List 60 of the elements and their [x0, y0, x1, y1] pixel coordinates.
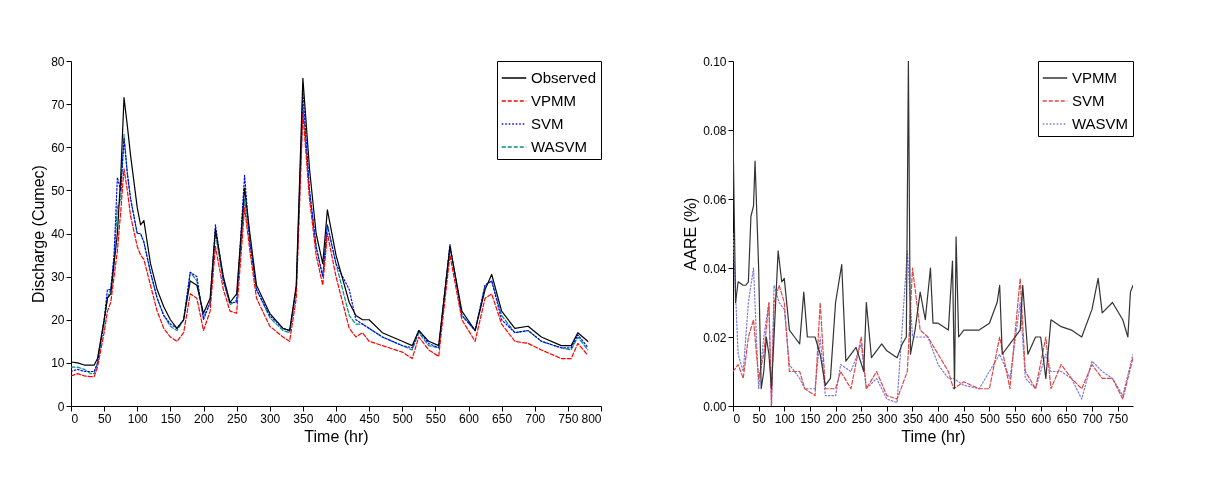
- legend-label: Observed: [531, 69, 597, 86]
- x-tick-label: 700: [525, 411, 546, 426]
- x-tick-label: 600: [458, 411, 480, 426]
- y-tick-label: 0.00: [703, 399, 727, 414]
- y-tick-label: 10: [51, 356, 65, 371]
- y-tick-label: 0.02: [703, 330, 727, 345]
- y-tick-label: 40: [51, 227, 65, 241]
- x-tick-label: 200: [193, 411, 215, 426]
- y-tick-label: 20: [51, 313, 65, 328]
- y-tick-label: 0.10: [703, 54, 727, 69]
- x-tick-label: 150: [800, 411, 821, 426]
- legend-label: SVM: [1072, 92, 1105, 109]
- x-tick-label: 300: [260, 411, 281, 426]
- x-tick-label: 800: [581, 411, 602, 426]
- x-axis-title: Time (hr): [304, 427, 369, 445]
- x-tick-label: 500: [979, 411, 1001, 426]
- x-tick-label: 400: [326, 411, 347, 426]
- y-tick-label: 30: [51, 270, 65, 285]
- x-tick-label: 750: [558, 411, 579, 426]
- x-tick-label: 350: [902, 411, 924, 426]
- legend-label: SVM: [531, 115, 564, 132]
- y-tick-label: 60: [51, 140, 65, 155]
- x-tick-label: 0: [71, 411, 79, 426]
- x-axis-title: Time (hr): [901, 427, 966, 445]
- x-tick-label: 100: [127, 411, 149, 426]
- x-tick-label: 600: [1031, 411, 1052, 426]
- x-tick-label: 200: [826, 411, 847, 426]
- x-tick-label: 550: [1005, 411, 1026, 426]
- x-tick-label: 650: [492, 411, 513, 426]
- x-tick-label: 550: [425, 411, 447, 426]
- line-series: [733, 61, 1133, 390]
- y-tick-label: 0: [57, 399, 65, 414]
- legend-label: VPMM: [531, 92, 576, 109]
- x-tick-label: 50: [752, 411, 767, 426]
- x-tick-label: 100: [774, 411, 796, 426]
- legend-label: VPMM: [1072, 69, 1117, 86]
- x-tick-label: 700: [1082, 411, 1103, 426]
- x-tick-label: 450: [359, 411, 380, 426]
- x-tick-label: 250: [851, 411, 873, 426]
- x-tick-label: 750: [1108, 411, 1129, 426]
- x-tick-label: 400: [928, 411, 949, 426]
- y-axis-title: AARE (%): [682, 197, 700, 271]
- legend-label: WASVM: [1072, 115, 1129, 132]
- x-tick-label: 0: [733, 411, 741, 426]
- x-tick-label: 250: [227, 411, 248, 426]
- y-tick-label: 50: [51, 183, 65, 198]
- y-tick-label: 70: [51, 97, 65, 112]
- legend-label: WASVM: [531, 138, 588, 155]
- y-tick-label: 0.04: [703, 261, 727, 276]
- y-tick-label: 80: [51, 54, 65, 69]
- x-tick-label: 350: [293, 411, 314, 426]
- y-axis-title: Discharge (Cumec): [30, 165, 48, 303]
- x-tick-label: 450: [954, 411, 975, 426]
- x-tick-label: 300: [877, 411, 898, 426]
- y-tick-label: 0.06: [703, 192, 727, 207]
- x-tick-label: 150: [160, 411, 182, 426]
- x-tick-label: 650: [1056, 411, 1078, 426]
- x-tick-label: 500: [392, 411, 414, 426]
- x-tick-label: 50: [97, 411, 112, 426]
- y-tick-label: 0.08: [703, 123, 727, 138]
